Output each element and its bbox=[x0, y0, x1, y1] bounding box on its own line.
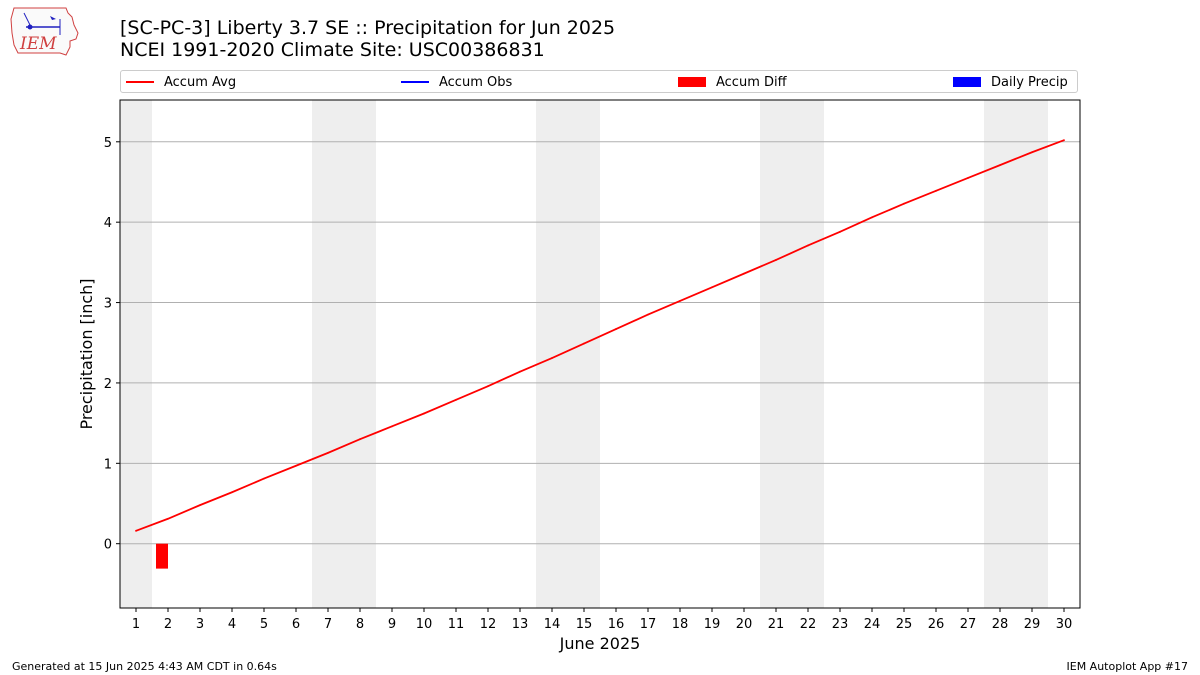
weekend-band bbox=[312, 100, 376, 608]
footer-app-label: IEM Autoplot App #17 bbox=[1066, 660, 1189, 673]
x-tick-label: 1 bbox=[132, 617, 140, 632]
accum-avg-point bbox=[519, 370, 521, 373]
accum-avg-point bbox=[967, 177, 969, 179]
accum-avg-point bbox=[999, 164, 1001, 167]
x-tick-label: 7 bbox=[324, 617, 332, 632]
accum-avg-point bbox=[551, 357, 553, 359]
x-tick-label: 24 bbox=[864, 617, 881, 632]
x-tick-label: 15 bbox=[576, 617, 593, 632]
accum-avg-point bbox=[679, 300, 681, 302]
legend: Accum Avg Accum Obs Accum Diff Daily Pre… bbox=[120, 70, 1078, 93]
x-tick-label: 6 bbox=[292, 617, 300, 632]
x-axis-label: June 2025 bbox=[559, 634, 641, 653]
legend-swatch-daily-precip bbox=[953, 77, 981, 87]
x-tick-label: 30 bbox=[1056, 617, 1073, 632]
logo-text: IEM bbox=[19, 34, 57, 54]
accum-avg-point bbox=[487, 385, 489, 388]
x-tick-label: 5 bbox=[260, 617, 268, 632]
x-tick-label: 28 bbox=[992, 617, 1009, 632]
accum-avg-point bbox=[199, 504, 201, 507]
x-tick-label: 27 bbox=[960, 617, 977, 632]
y-axis-label: Precipitation [inch] bbox=[77, 278, 96, 429]
y-tick-label: 4 bbox=[104, 216, 112, 231]
x-tick-label: 29 bbox=[1024, 617, 1041, 632]
y-tick-label: 0 bbox=[104, 538, 112, 553]
legend-label-accum-diff: Accum Diff bbox=[716, 74, 787, 90]
accum-avg-point bbox=[1031, 151, 1033, 154]
accum-avg-point bbox=[807, 244, 809, 247]
accum-avg-point bbox=[775, 259, 777, 261]
weekend-band bbox=[120, 100, 152, 608]
accum-avg-point bbox=[423, 412, 425, 415]
weekend-band bbox=[536, 100, 600, 608]
accum-avg-point bbox=[295, 464, 297, 467]
footer-generated-text: Generated at 15 Jun 2025 4:43 AM CDT in … bbox=[12, 660, 277, 673]
legend-item-daily-precip: Daily Precip bbox=[953, 74, 1068, 90]
y-tick-label: 3 bbox=[104, 297, 112, 312]
legend-label-accum-obs: Accum Obs bbox=[439, 74, 513, 90]
accum-avg-point bbox=[871, 216, 873, 219]
x-tick-label: 26 bbox=[928, 617, 945, 632]
x-tick-label: 19 bbox=[704, 617, 721, 632]
accum-avg-point bbox=[359, 438, 361, 441]
x-tick-label: 2 bbox=[164, 617, 172, 632]
x-tick-label: 17 bbox=[640, 617, 657, 632]
x-tick-label: 3 bbox=[196, 617, 204, 632]
x-tick-label: 23 bbox=[832, 617, 849, 632]
accum-avg-point bbox=[391, 425, 393, 428]
accum-avg-point bbox=[903, 202, 905, 205]
x-tick-label: 11 bbox=[448, 617, 465, 632]
accum-avg-point bbox=[135, 529, 137, 532]
x-tick-label: 21 bbox=[768, 617, 785, 632]
accum-avg-point bbox=[167, 517, 169, 520]
series-line-accum-avg bbox=[135, 139, 1065, 532]
accum-avg-point bbox=[711, 286, 713, 289]
x-tick-label: 10 bbox=[416, 617, 433, 632]
y-tick-label: 5 bbox=[104, 136, 112, 151]
x-tick-label: 12 bbox=[480, 617, 497, 632]
accum-avg-point bbox=[935, 189, 937, 192]
x-tick-label: 14 bbox=[544, 617, 561, 632]
x-tick-label: 22 bbox=[800, 617, 817, 632]
x-tick-label: 9 bbox=[388, 617, 396, 632]
accum-avg-point bbox=[231, 491, 233, 494]
legend-swatch-accum-obs bbox=[401, 81, 429, 83]
x-tick-label: 8 bbox=[356, 617, 364, 632]
x-tick-label: 16 bbox=[608, 617, 625, 632]
chart-subtitle: NCEI 1991-2020 Climate Site: USC00386831 bbox=[120, 39, 545, 61]
accum-avg-point bbox=[455, 398, 457, 401]
accum-avg-point bbox=[583, 342, 585, 345]
x-tick-label: 18 bbox=[672, 617, 689, 632]
weekend-band bbox=[760, 100, 824, 608]
x-tick-label: 13 bbox=[512, 617, 529, 632]
accum-avg-point bbox=[615, 328, 617, 330]
accum-avg-point bbox=[263, 477, 265, 480]
weekend-band bbox=[984, 100, 1048, 608]
legend-label-accum-avg: Accum Avg bbox=[164, 74, 237, 90]
legend-label-daily-precip: Daily Precip bbox=[991, 74, 1068, 90]
accum-avg-point bbox=[327, 451, 329, 454]
accum-avg-point bbox=[839, 230, 841, 233]
accum-diff-bar bbox=[156, 543, 168, 569]
y-tick-label: 1 bbox=[104, 457, 112, 472]
legend-item-accum-diff: Accum Diff bbox=[678, 74, 787, 90]
iem-logo: IEM bbox=[10, 7, 79, 56]
accum-avg-point bbox=[1063, 139, 1065, 142]
x-tick-label: 4 bbox=[228, 617, 236, 632]
x-tick-label: 20 bbox=[736, 617, 753, 632]
legend-item-accum-obs: Accum Obs bbox=[401, 74, 512, 90]
legend-item-accum-avg: Accum Avg bbox=[126, 74, 236, 90]
chart-title: [SC-PC-3] Liberty 3.7 SE :: Precipitatio… bbox=[120, 17, 616, 39]
legend-swatch-accum-avg bbox=[126, 81, 154, 83]
accum-avg-point bbox=[647, 313, 649, 316]
accum-avg-point bbox=[743, 272, 745, 275]
legend-swatch-accum-diff bbox=[678, 77, 706, 87]
y-tick-label: 2 bbox=[104, 377, 112, 392]
plot-frame bbox=[119, 99, 1081, 609]
x-tick-label: 25 bbox=[896, 617, 913, 632]
